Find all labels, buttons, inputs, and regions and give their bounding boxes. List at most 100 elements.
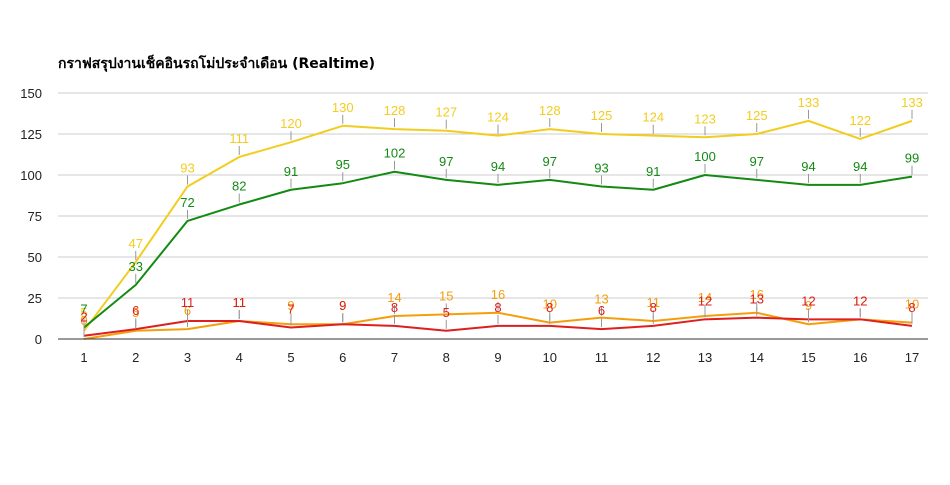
series-line-2 xyxy=(83,311,913,340)
data-label: 72 xyxy=(180,195,194,210)
data-label: 130 xyxy=(332,100,354,115)
data-label: 133 xyxy=(901,95,923,110)
x-tick-label: 14 xyxy=(750,350,764,365)
data-label: 99 xyxy=(905,151,919,166)
grid-layer xyxy=(58,92,928,299)
y-tick-label: 75 xyxy=(28,209,42,224)
data-label: 111 xyxy=(229,131,249,146)
data-label: 10 xyxy=(905,297,919,312)
x-tick-label: 15 xyxy=(801,350,815,365)
data-label: 120 xyxy=(280,116,302,131)
data-label: 124 xyxy=(487,110,509,125)
data-label: 91 xyxy=(646,164,660,179)
data-label: 9 xyxy=(805,298,812,313)
data-label: 0 xyxy=(80,313,87,328)
data-label: 15 xyxy=(439,288,453,303)
x-tick-label: 16 xyxy=(853,350,867,365)
x-tick-label: 7 xyxy=(391,350,398,365)
data-label: 13 xyxy=(594,292,608,307)
x-tick-label: 11 xyxy=(595,350,609,365)
x-tick-label: 13 xyxy=(698,350,712,365)
data-label: 16 xyxy=(750,287,764,302)
data-label: 5 xyxy=(132,305,139,320)
data-label: 14 xyxy=(698,290,712,305)
data-label: 7 xyxy=(287,302,294,317)
series-layer xyxy=(83,119,913,340)
data-label: 11 xyxy=(233,295,247,310)
y-tick-label: 0 xyxy=(35,332,42,347)
data-label: 16 xyxy=(491,287,505,302)
data-label: 94 xyxy=(853,159,867,174)
data-label: 9 xyxy=(287,298,294,313)
data-label: 91 xyxy=(284,164,298,179)
data-label: 14 xyxy=(387,290,401,305)
data-label: 82 xyxy=(232,179,246,194)
series-line-1 xyxy=(83,170,913,329)
x-tick-label: 2 xyxy=(132,350,139,365)
data-label: 12 xyxy=(698,293,712,308)
data-label: 94 xyxy=(801,159,815,174)
x-tick-label: 10 xyxy=(543,350,557,365)
y-tick-label: 25 xyxy=(28,291,42,306)
x-tick-label: 9 xyxy=(494,350,501,365)
data-label: 8 xyxy=(494,300,501,315)
data-label: 6 xyxy=(598,303,605,318)
series-line-0 xyxy=(83,119,913,332)
y-tick-label: 125 xyxy=(20,127,42,142)
data-label: 94 xyxy=(491,159,505,174)
y-tick-label: 150 xyxy=(20,86,42,101)
data-label: 8 xyxy=(650,300,657,315)
x-tick-label: 8 xyxy=(443,350,450,365)
data-label: 10 xyxy=(543,297,557,312)
data-label: 95 xyxy=(336,157,350,172)
data-label: 12 xyxy=(853,293,867,308)
data-label: 127 xyxy=(435,105,457,120)
data-label: 8 xyxy=(546,300,553,315)
data-label: 97 xyxy=(543,154,557,169)
data-label: 11 xyxy=(181,295,195,310)
x-tick-label: 3 xyxy=(184,350,191,365)
data-label: 93 xyxy=(594,160,608,175)
data-label: 33 xyxy=(129,259,143,274)
data-label: 9 xyxy=(339,298,346,313)
data-label: 9 xyxy=(339,298,346,313)
data-label: 6 xyxy=(132,303,139,318)
data-label: 128 xyxy=(384,103,406,118)
data-label: 133 xyxy=(798,95,820,110)
data-label: 13 xyxy=(750,292,764,307)
data-label: 5 xyxy=(443,305,450,320)
data-label: 102 xyxy=(384,146,406,161)
x-tick-label: 17 xyxy=(905,350,919,365)
data-label: 8 xyxy=(908,300,915,315)
y-tick-label: 50 xyxy=(28,250,42,265)
x-tick-label: 12 xyxy=(646,350,660,365)
data-label: 97 xyxy=(439,154,453,169)
data-label: 11 xyxy=(233,295,247,310)
data-label: 122 xyxy=(849,113,871,128)
data-label: 8 xyxy=(391,300,398,315)
data-label: 2 xyxy=(80,310,87,325)
series-line-3 xyxy=(83,316,913,337)
chart-title: กราฟสรุปงานเช็คอินรถโม่ประจำเดือน (Realt… xyxy=(58,56,375,72)
data-label: 93 xyxy=(180,160,194,175)
x-tick-label: 6 xyxy=(339,350,346,365)
data-label: 12 xyxy=(801,293,815,308)
data-label: 47 xyxy=(129,236,143,251)
x-tick-label: 4 xyxy=(236,350,243,365)
data-label: 12 xyxy=(853,293,867,308)
data-label: 11 xyxy=(647,295,661,310)
y-tick-label: 100 xyxy=(20,168,42,183)
data-label: 128 xyxy=(539,103,561,118)
data-label: 125 xyxy=(591,108,613,123)
data-label: 7 xyxy=(80,302,87,317)
x-tick-label: 5 xyxy=(287,350,294,365)
data-label: 97 xyxy=(750,154,764,169)
x-tick-label: 1 xyxy=(80,350,87,365)
data-label: 123 xyxy=(694,111,716,126)
data-label: 5 xyxy=(80,305,87,320)
data-label: 100 xyxy=(694,149,716,164)
